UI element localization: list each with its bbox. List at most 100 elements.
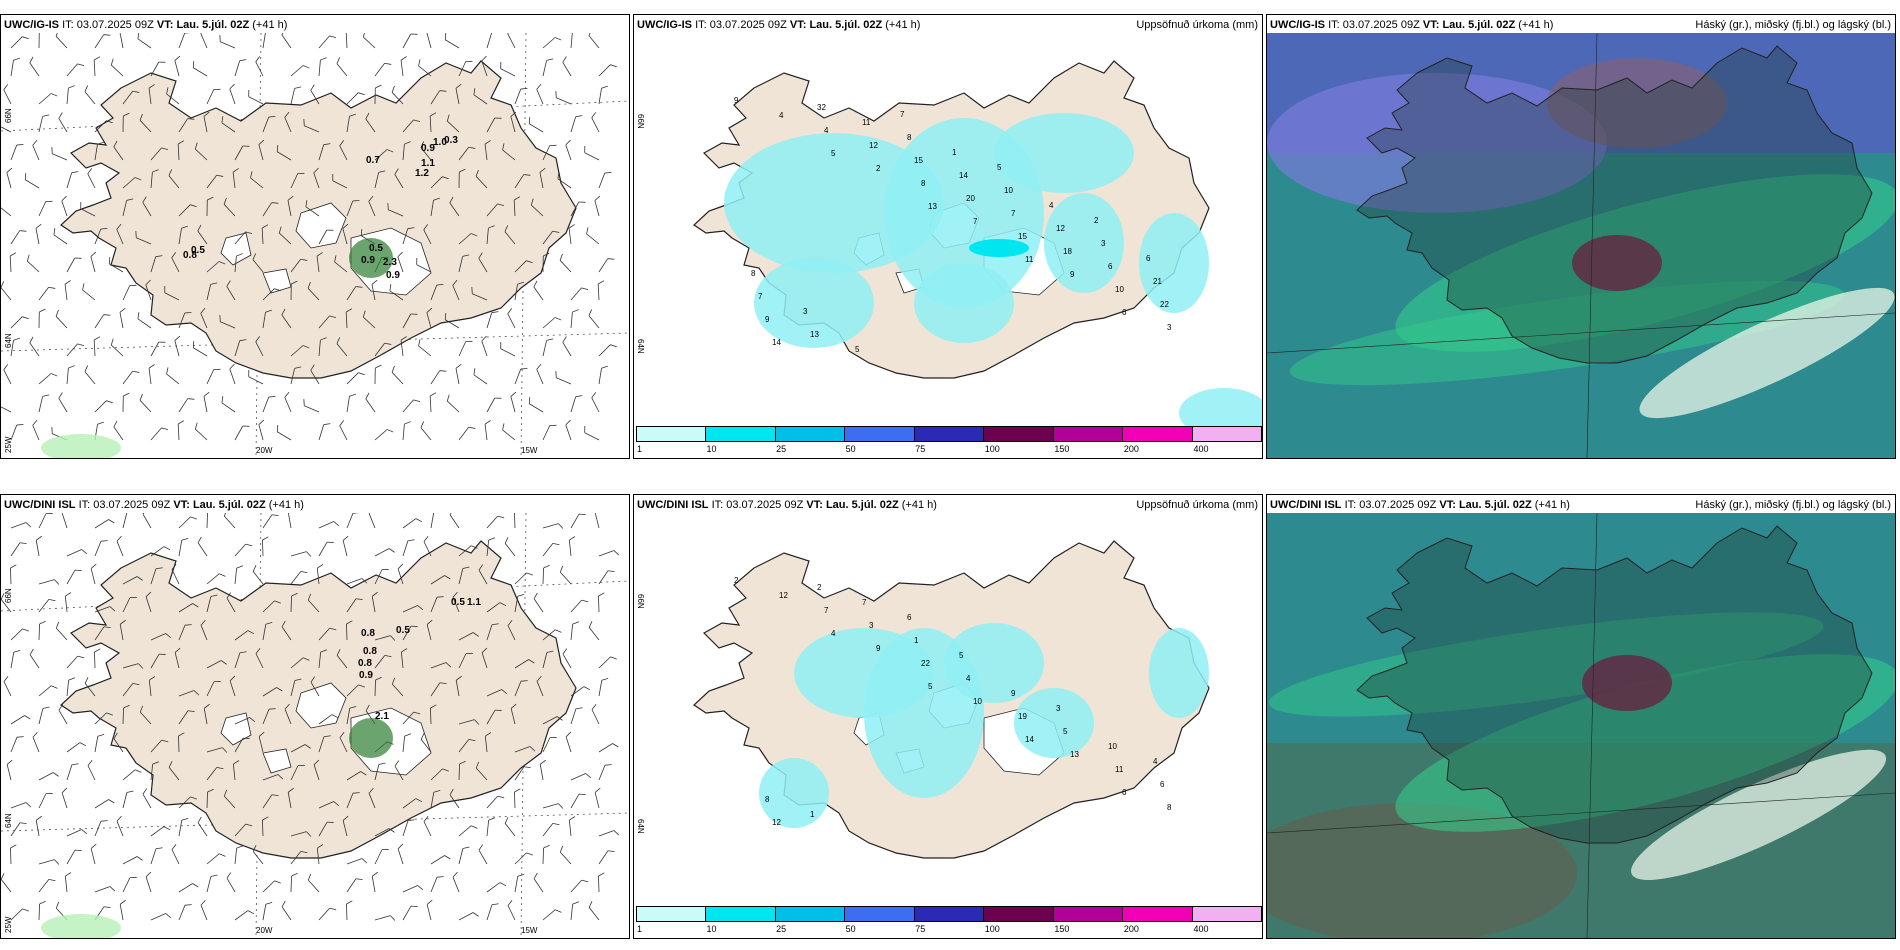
wind-barb: [66, 85, 75, 105]
wind-barb: [588, 309, 600, 329]
wind-barb: [316, 252, 323, 273]
wind-map[interactable]: 0.7 0.9 1.0 0.3 1.1 1.2 0.8 0.5 0.5 0.9 2.3 0.9 66N 6…: [1, 33, 629, 458]
wind-barb: [166, 87, 180, 105]
wind-barb: [598, 872, 605, 893]
wind-barb: [10, 649, 21, 669]
colorbar-swatch: [984, 907, 1054, 921]
wind-barb: [262, 774, 284, 781]
wind-barb: [391, 677, 404, 697]
wind-barb: [94, 228, 108, 245]
wind-barb: [559, 253, 572, 273]
wind-barb: [150, 546, 171, 557]
wind-barb: [290, 765, 305, 781]
precip-value-label: 2: [817, 583, 822, 592]
gust-area: [349, 718, 393, 758]
wind-map-panel-bottom: UWC/DINI ISL IT: 03.07.2025 09Z VT: Lau.…: [0, 494, 630, 939]
wind-barb: [64, 280, 71, 301]
wind-barb: [290, 744, 311, 753]
latitude-label: 64N: [636, 819, 645, 834]
wind-barb: [598, 344, 617, 357]
latitude-label: 64N: [4, 333, 13, 348]
wind-barb: [145, 279, 152, 301]
wind-barb: [346, 113, 357, 133]
wind-barb: [108, 257, 124, 273]
colorbar-tick-label: 400: [1193, 444, 1209, 454]
colorbar-ticks: 1 10 25 50 75 100 150 200 400: [636, 444, 1262, 456]
wind-map-panel-top: UWC/IG-IS IT: 03.07.2025 09Z VT: Lau. 5.…: [0, 14, 630, 459]
wind-barb: [10, 57, 21, 77]
wind-barb: [234, 253, 243, 273]
precip-value-labels: 9513116427934815101412201822321576911141…: [734, 96, 1172, 354]
wind-barb: [486, 882, 507, 893]
wind-barbs: [1, 33, 617, 441]
wind-barb: [374, 429, 394, 441]
wind-map[interactable]: 0.8 0.5 0.8 0.8 0.9 0.5 1.1 2.1 66N 64N 20W 15W 25W: [1, 513, 629, 938]
wind-barb: [473, 88, 488, 105]
wind-barb: [430, 768, 449, 781]
wind-barb: [598, 258, 615, 273]
wind-barb: [255, 336, 264, 357]
precip-value-label: 7: [824, 606, 829, 615]
precip-value-label: 22: [921, 659, 930, 668]
wind-barb: [281, 900, 292, 921]
wind-barb: [197, 224, 208, 245]
precip-value-label: 15: [1018, 232, 1027, 241]
wind-barb: [598, 570, 615, 585]
wind-value-label: 0.8: [183, 250, 197, 261]
wind-barb: [200, 307, 208, 329]
wind-barb: [318, 57, 327, 77]
wind-barb: [194, 422, 208, 441]
cloud-band: [1395, 654, 1895, 832]
colorbar-swatch: [775, 907, 846, 921]
precip-value-label: 32: [817, 103, 826, 112]
wind-barb: [420, 141, 432, 161]
wind-barb: [226, 872, 236, 893]
wind-barb: [87, 168, 96, 189]
wind-barb: [10, 36, 29, 49]
latitude-label: 66N: [4, 588, 13, 603]
wind-barb: [262, 202, 279, 217]
wind-barb: [122, 513, 128, 529]
colorbar-swatch: [706, 427, 776, 441]
wind-barb: [486, 203, 505, 217]
wind-barb: [178, 516, 197, 529]
precip-value-label: 8: [1167, 803, 1172, 812]
wind-barb: [194, 142, 208, 161]
wind-barb: [458, 254, 470, 273]
white-cloud: [1639, 287, 1895, 419]
wind-barb: [484, 140, 491, 161]
wind-barb: [148, 676, 156, 697]
wind-barb: [346, 900, 353, 921]
wind-barb: [203, 703, 210, 725]
wind-barb: [514, 260, 533, 273]
wind-barb: [514, 746, 536, 753]
wind-barb: [504, 225, 516, 245]
precip-area: [914, 263, 1014, 343]
cloud-map[interactable]: [1267, 33, 1895, 458]
wind-value-label: 0.7: [366, 155, 380, 166]
cloud-map[interactable]: [1267, 513, 1895, 938]
colorbar-tick-label: 10: [706, 924, 717, 934]
wind-barb: [290, 258, 308, 273]
wind-barb: [430, 575, 451, 585]
wind-barb: [486, 537, 496, 557]
wind-barb: [542, 338, 554, 357]
wind-barb: [458, 60, 473, 77]
wind-barb: [82, 283, 96, 301]
wind-barb: [38, 859, 60, 865]
wind-barb: [570, 707, 583, 725]
colorbar-tick-label: 150: [1054, 444, 1070, 454]
wind-barb: [374, 569, 389, 585]
wind-barb: [139, 393, 152, 413]
wind-barb: [394, 168, 404, 189]
wind-barb: [318, 907, 337, 921]
wind-barb: [303, 399, 320, 413]
wind-barb: [371, 591, 378, 613]
wind-barb: [402, 733, 412, 753]
precip-map[interactable]: 2 4 5 14 6 12 9 10 13 8 7 22 19 11 12 3 4 5 6 2 1 9 10 8 7 5 3 4 1 6 6…: [634, 513, 1262, 938]
precip-map[interactable]: 9 5 13 11 6 4 2 7 9 3 4 8 15 10 14 12 20 18 22 32 15 7 6 9 11 14 1…: [634, 33, 1262, 458]
wind-barb: [346, 684, 365, 697]
wind-barb: [290, 345, 310, 357]
wind-barb: [336, 649, 348, 669]
glacier: [262, 748, 292, 774]
